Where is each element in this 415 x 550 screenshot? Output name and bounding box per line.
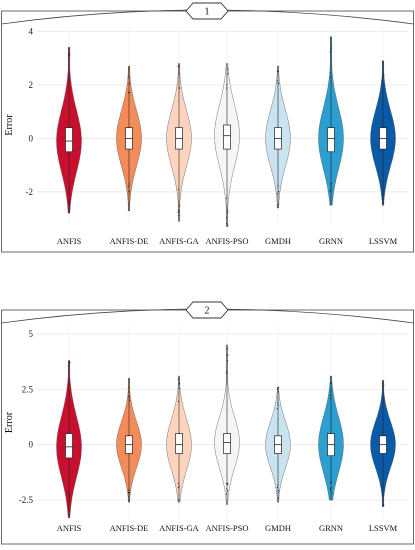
- panel-2: 2 5 2.5 0 -2.5 Error ANFIS ANFIS-DE ANFIS-GA ANFI…: [1, 301, 414, 545]
- box-iqr: [175, 433, 183, 454]
- strip-hexagon: [185, 2, 229, 20]
- outlier-point: [127, 489, 129, 491]
- y-tick-label: -2: [26, 187, 34, 197]
- y-tick-label: 4: [29, 26, 34, 36]
- outlier-point: [227, 209, 229, 211]
- box-iqr: [65, 433, 73, 459]
- outlier-point: [227, 73, 229, 75]
- y-tick-label: 2.5: [22, 384, 34, 394]
- outlier-point: [383, 74, 385, 76]
- strip-label: 1: [205, 7, 210, 18]
- x-tick-label: ANFIS: [57, 523, 82, 533]
- outlier-point: [329, 398, 331, 400]
- outlier-point: [129, 83, 131, 85]
- x-tick-label: ANFIS-DE: [110, 523, 149, 533]
- outlier-point: [177, 188, 179, 190]
- x-tick-label: LSSVM: [369, 236, 398, 246]
- outlier-point: [329, 190, 331, 192]
- outlier-point: [177, 378, 179, 380]
- violin-anfis-de: [116, 378, 142, 503]
- outlier-point: [383, 385, 385, 387]
- outlier-point: [177, 209, 179, 211]
- outlier-point: [227, 483, 229, 486]
- violin-gmdh: [265, 65, 291, 209]
- box-iqr: [327, 127, 335, 153]
- violin-anfis-ga: [166, 63, 192, 222]
- y-axis-label: Error: [4, 411, 15, 433]
- outlier-point: [383, 73, 385, 76]
- outlier-point: [227, 212, 229, 214]
- outlier-point: [383, 399, 385, 401]
- outlier-point: [383, 395, 385, 397]
- box-iqr: [223, 124, 231, 150]
- violin-anfis-pso: [214, 344, 240, 505]
- outlier-point: [177, 486, 179, 489]
- violin-anfis-ga: [166, 375, 192, 503]
- violin-anfis-de: [116, 65, 142, 211]
- violin-anfis: [56, 360, 82, 518]
- outlier-point: [69, 47, 71, 49]
- violin-lssvm: [370, 60, 396, 206]
- outlier-point: [276, 486, 278, 489]
- violin-anfis: [56, 47, 82, 214]
- outlier-point: [129, 395, 131, 398]
- outlier-point: [276, 80, 278, 82]
- outlier-point: [329, 51, 331, 53]
- outlier-point: [227, 482, 229, 485]
- outlier-point: [177, 65, 179, 68]
- outlier-point: [329, 394, 331, 396]
- x-tick-label: GMDH: [265, 523, 291, 533]
- outlier-point: [69, 510, 71, 512]
- outlier-point: [69, 202, 71, 204]
- x-tick-label: GMDH: [265, 236, 291, 246]
- box-iqr: [65, 127, 73, 153]
- x-tick-label: GRNN: [319, 236, 343, 246]
- outlier-point: [69, 361, 71, 364]
- x-tick-label: ANFIS-GA: [159, 236, 200, 246]
- outlier-point: [129, 400, 131, 402]
- outlier-point: [329, 76, 331, 78]
- violin-lssvm: [370, 380, 396, 507]
- outlier-point: [329, 382, 331, 384]
- outlier-point: [278, 489, 280, 492]
- outlier-point: [177, 499, 179, 501]
- violin-grnn: [318, 375, 344, 501]
- outlier-point: [276, 408, 278, 410]
- violin-gmdh: [265, 386, 291, 503]
- y-tick-label: -2.5: [19, 495, 34, 505]
- y-tick-label: 2: [29, 80, 34, 90]
- box-iqr: [223, 433, 231, 454]
- outlier-point: [69, 54, 71, 56]
- outlier-point: [177, 211, 179, 214]
- x-tick-label: ANFIS-GA: [159, 523, 200, 533]
- outlier-point: [329, 488, 331, 490]
- strip-label: 2: [205, 306, 210, 317]
- outlier-point: [276, 204, 278, 207]
- outlier-point: [127, 185, 129, 188]
- panel-1: 1 4 2 0 -2 Error ANFIS ANFIS-DE ANFIS-GA ANFIS-PS…: [1, 2, 414, 253]
- x-tick-label: ANFIS-DE: [110, 236, 149, 246]
- x-tick-label: ANFIS-PSO: [206, 523, 249, 533]
- outlier-point: [278, 497, 280, 499]
- y-tick-label: 0: [29, 440, 34, 450]
- x-tick-label: GRNN: [319, 523, 343, 533]
- violin-anfis-pso: [214, 63, 240, 227]
- violin-grnn: [318, 36, 344, 206]
- outlier-point: [278, 191, 280, 193]
- strip-hexagon: [185, 301, 229, 319]
- y-tick-label: 0: [29, 133, 34, 143]
- x-tick-label: LSSVM: [369, 523, 398, 533]
- x-tick-label: ANFIS-PSO: [206, 236, 249, 246]
- outlier-point: [278, 203, 280, 205]
- outlier-point: [383, 75, 385, 78]
- outlier-point: [227, 224, 229, 226]
- y-axis-label: Error: [4, 114, 15, 136]
- outlier-point: [129, 92, 131, 94]
- outlier-point: [227, 490, 229, 492]
- outlier-point: [177, 482, 179, 485]
- y-tick-label: 5: [29, 329, 34, 339]
- outlier-point: [329, 72, 331, 74]
- x-tick-label: ANFIS: [57, 236, 82, 246]
